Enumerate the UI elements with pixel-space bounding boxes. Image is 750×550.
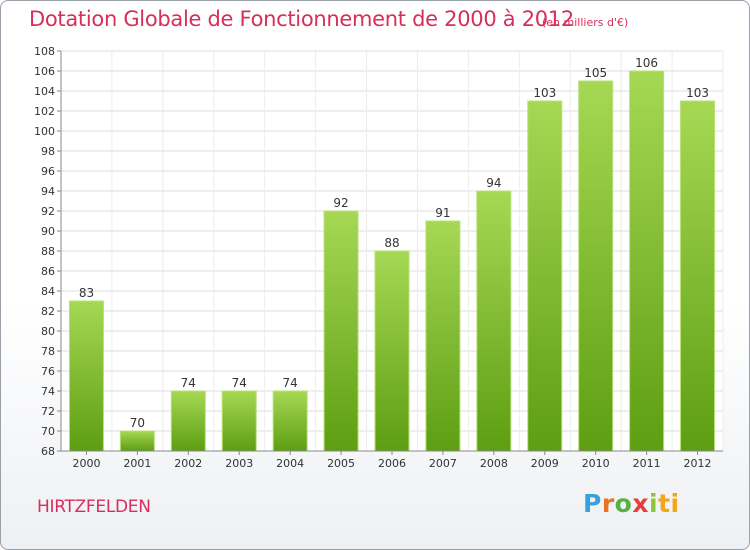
logo-letter: o xyxy=(614,489,633,518)
bar xyxy=(425,220,461,452)
bar xyxy=(476,190,512,452)
y-tick-label: 98 xyxy=(41,145,55,158)
x-tick-label: 2008 xyxy=(480,457,508,470)
x-tick-label: 2004 xyxy=(276,457,304,470)
y-tick-label: 68 xyxy=(41,445,55,458)
x-tick-label: 2002 xyxy=(174,457,202,470)
y-tick-label: 106 xyxy=(34,65,55,78)
y-tick-label: 74 xyxy=(41,385,55,398)
x-tick-label: 2003 xyxy=(225,457,253,470)
y-tick-label: 70 xyxy=(41,425,55,438)
y-tick-label: 76 xyxy=(41,365,55,378)
data-label: 106 xyxy=(635,56,658,70)
bar xyxy=(323,210,359,452)
y-tick-label: 86 xyxy=(41,265,55,278)
data-label: 103 xyxy=(533,86,556,100)
bar xyxy=(374,250,410,452)
y-tick-label: 78 xyxy=(41,345,55,358)
bar xyxy=(272,390,308,452)
y-tick-label: 92 xyxy=(41,205,55,218)
x-tick-label: 2006 xyxy=(378,457,406,470)
data-label: 88 xyxy=(384,236,399,250)
x-tick-label: 2012 xyxy=(684,457,712,470)
y-tick-label: 100 xyxy=(34,125,55,138)
bar xyxy=(680,100,716,452)
data-label: 74 xyxy=(181,376,196,390)
commune-name: HIRTZFELDEN xyxy=(37,497,151,517)
x-tick-label: 2005 xyxy=(327,457,355,470)
bar xyxy=(629,70,665,452)
y-tick-label: 88 xyxy=(41,245,55,258)
data-label: 74 xyxy=(232,376,247,390)
x-tick-label: 2009 xyxy=(531,457,559,470)
data-label: 92 xyxy=(333,196,348,210)
y-tick-label: 72 xyxy=(41,405,55,418)
data-label: 94 xyxy=(486,176,501,190)
y-tick-label: 84 xyxy=(41,285,55,298)
data-label: 74 xyxy=(283,376,298,390)
data-label: 91 xyxy=(435,206,450,220)
y-tick-label: 108 xyxy=(34,45,55,58)
y-tick-label: 102 xyxy=(34,105,55,118)
x-tick-label: 2010 xyxy=(582,457,610,470)
chart-subtitle: (en milliers d'€) xyxy=(542,16,629,29)
data-label: 70 xyxy=(130,416,145,430)
y-tick-label: 94 xyxy=(41,185,55,198)
y-tick-label: 90 xyxy=(41,225,55,238)
x-tick-label: 2011 xyxy=(633,457,661,470)
chart-title: Dotation Globale de Fonctionnement de 20… xyxy=(29,7,574,31)
proxiti-logo: Proxiti xyxy=(583,489,680,518)
logo-letter: i xyxy=(649,489,659,518)
logo-letter: P xyxy=(583,489,602,518)
logo-letter: r xyxy=(601,489,615,518)
bar xyxy=(68,300,104,452)
data-label: 83 xyxy=(79,286,94,300)
bar xyxy=(119,430,155,452)
bar xyxy=(578,80,614,452)
data-label: 103 xyxy=(686,86,709,100)
y-tick-label: 104 xyxy=(34,85,55,98)
data-label: 105 xyxy=(584,66,607,80)
x-tick-label: 2000 xyxy=(72,457,100,470)
logo-letter: x xyxy=(632,489,649,518)
logo-letter: ti xyxy=(658,489,680,518)
y-tick-label: 80 xyxy=(41,325,55,338)
bar xyxy=(527,100,563,452)
bar xyxy=(221,390,257,452)
y-tick-label: 82 xyxy=(41,305,55,318)
x-tick-label: 2001 xyxy=(123,457,151,470)
bar xyxy=(170,390,206,452)
y-tick-label: 96 xyxy=(41,165,55,178)
x-tick-label: 2007 xyxy=(429,457,457,470)
